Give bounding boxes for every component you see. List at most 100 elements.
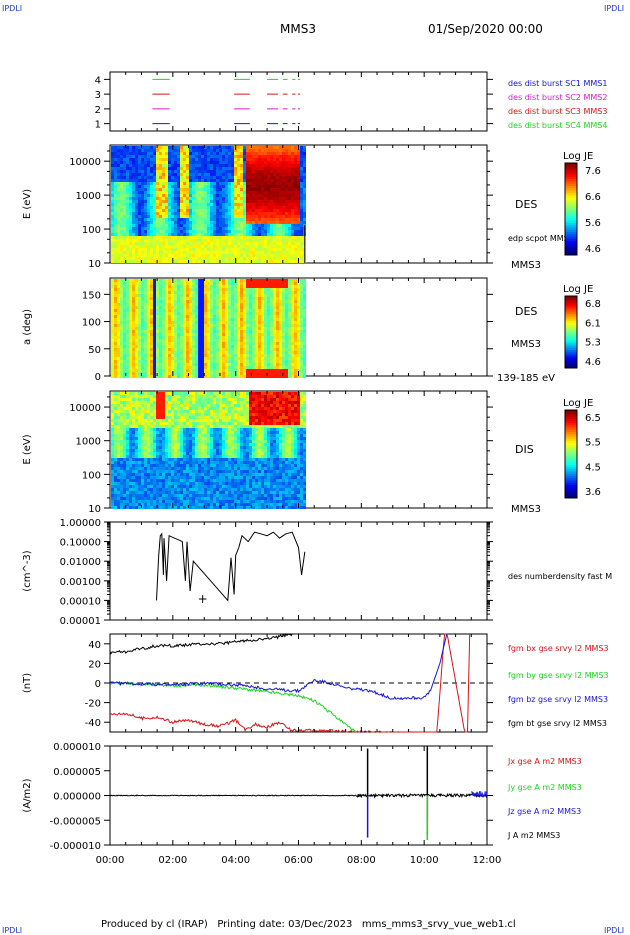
des-energy-pixel	[162, 257, 165, 260]
des-energy-pixel	[174, 206, 177, 209]
des-pitch-pixel	[261, 330, 264, 333]
des-energy-pixel	[288, 185, 291, 188]
des-pitch-pixel	[249, 318, 252, 321]
des-energy-pixel	[207, 182, 210, 185]
des-pitch-pixel	[288, 279, 291, 282]
des-energy-pixel	[114, 245, 117, 248]
des-energy-pixel	[255, 212, 258, 215]
des-pitch-pixel	[210, 333, 213, 336]
des-pitch-pixel	[273, 330, 276, 333]
des-pitch-pixel	[279, 279, 282, 282]
des-pitch-pixel	[294, 282, 297, 285]
des-pitch-pixel	[285, 375, 288, 378]
des-energy-pixel	[240, 218, 243, 221]
des-pitch-pixel	[183, 369, 186, 372]
des-pitch-pixel	[246, 294, 249, 297]
des-energy-pixel	[120, 242, 123, 245]
des-energy-pixel	[132, 221, 135, 224]
des-pitch-pixel	[285, 372, 288, 375]
des-energy-pixel	[138, 200, 141, 203]
des-energy-pixel	[255, 188, 258, 191]
des-pitch-pixel	[126, 285, 129, 288]
des-energy-pixel	[264, 194, 267, 197]
des-energy-pixel	[294, 197, 297, 200]
des-energy-pixel	[237, 254, 240, 257]
des-pitch-pixel	[198, 372, 201, 375]
des-pitch-pixel	[144, 282, 147, 285]
des-pitch-pixel	[264, 294, 267, 297]
des-pitch-pixel	[291, 330, 294, 333]
des-energy-pixel	[210, 191, 213, 194]
des-energy-pixel	[153, 206, 156, 209]
des-energy-pixel	[117, 194, 120, 197]
des-pitch-pixel	[195, 321, 198, 324]
des-energy-pixel	[126, 173, 129, 176]
des-energy-pixel	[222, 146, 225, 149]
des-pitch-pixel	[147, 363, 150, 366]
des-pitch-pixel	[123, 312, 126, 315]
des-energy-pixel	[261, 257, 264, 260]
des-pitch-pixel	[255, 354, 258, 357]
des-pitch-pixel	[144, 279, 147, 282]
des-pitch-pixel	[180, 303, 183, 306]
des-energy-pixel	[174, 185, 177, 188]
des-energy-pixel	[174, 257, 177, 260]
des-pitch-pixel	[165, 336, 168, 339]
des-energy-pixel	[168, 164, 171, 167]
des-energy-pixel	[171, 227, 174, 230]
des-energy-pixel	[219, 191, 222, 194]
des-pitch-pixel	[171, 315, 174, 318]
des-energy-pixel	[282, 257, 285, 260]
des-pitch-pixel	[216, 288, 219, 291]
des-energy-pixel	[186, 185, 189, 188]
des-energy-pixel	[183, 161, 186, 164]
des-energy-pixel	[162, 248, 165, 251]
des-energy-pixel	[234, 158, 237, 161]
des-energy-pixel	[270, 206, 273, 209]
des-energy-pixel	[147, 182, 150, 185]
des-energy-pixel	[213, 200, 216, 203]
des-pitch-pixel	[150, 348, 153, 351]
des-energy-pixel	[222, 158, 225, 161]
des-energy-pixel	[153, 221, 156, 224]
des-pitch-pixel	[192, 327, 195, 330]
des-energy-pixel	[240, 161, 243, 164]
des-energy-pixel	[123, 230, 126, 233]
des-pitch-pixel	[159, 312, 162, 315]
des-energy-pixel	[297, 215, 300, 218]
des-pitch-pixel	[261, 357, 264, 360]
des-energy-pixel	[192, 179, 195, 182]
des-energy-pixel	[285, 173, 288, 176]
des-energy-pixel	[165, 218, 168, 221]
des-pitch-pixel	[138, 339, 141, 342]
des-energy-pixel	[195, 152, 198, 155]
des-pitch-pixel	[282, 357, 285, 360]
des-energy-pixel	[276, 191, 279, 194]
des-pitch-pixel	[189, 306, 192, 309]
des-pitch-pixel	[225, 366, 228, 369]
des-energy-pixel	[282, 218, 285, 221]
des-energy-pixel	[288, 146, 291, 149]
des-energy-pixel	[231, 236, 234, 239]
des-pitch-pixel	[219, 360, 222, 363]
des-energy-pixel	[141, 230, 144, 233]
des-energy-pixel	[267, 182, 270, 185]
des-energy-pixel	[141, 170, 144, 173]
des-pitch-pixel	[228, 357, 231, 360]
des-energy-pixel	[291, 158, 294, 161]
des-pitch-pixel	[225, 291, 228, 294]
des-energy-pixel	[183, 200, 186, 203]
des-energy-pixel	[234, 248, 237, 251]
des-energy-pixel	[294, 236, 297, 239]
des-energy-pixel	[285, 164, 288, 167]
des-pitch-pixel	[243, 315, 246, 318]
des-pitch-pixel	[156, 339, 159, 342]
des-pitch-pixel	[195, 303, 198, 306]
des-pitch-pixel	[195, 330, 198, 333]
des-pitch-pixel	[177, 342, 180, 345]
des-energy-pixel	[291, 194, 294, 197]
des-energy-pixel	[231, 254, 234, 257]
des-pitch-pixel	[252, 369, 255, 372]
des-energy-pixel	[249, 155, 252, 158]
des-pitch-pixel	[144, 333, 147, 336]
